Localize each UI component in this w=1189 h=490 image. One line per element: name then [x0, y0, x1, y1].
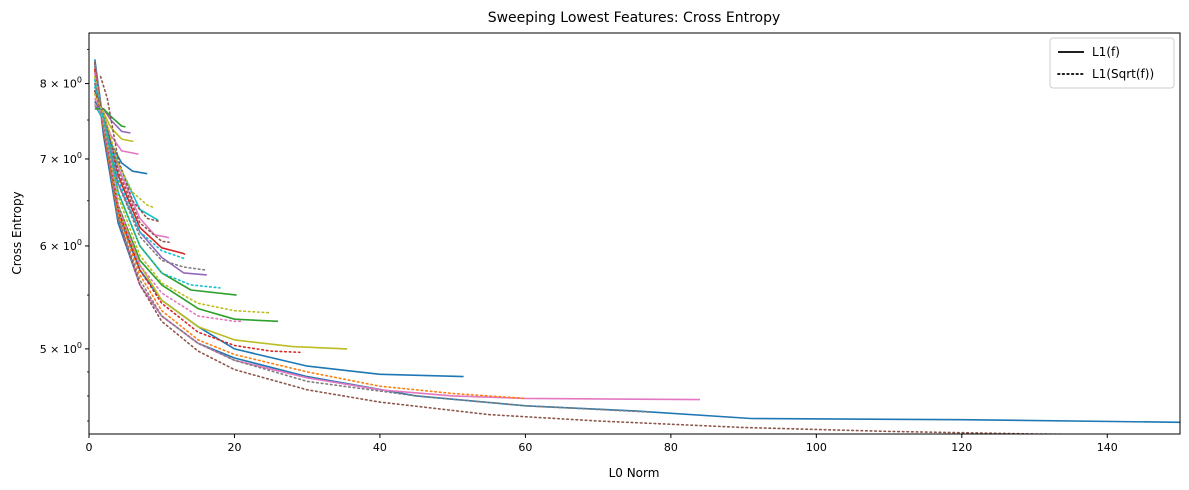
- legend-label: L1(Sqrt(f)): [1092, 67, 1154, 81]
- x-tick-label: 60: [518, 441, 532, 454]
- x-tick-label: 100: [806, 441, 827, 454]
- x-tick-label: 80: [664, 441, 678, 454]
- x-tick-label: 0: [86, 441, 93, 454]
- legend-box: [1049, 37, 1175, 89]
- series-line-23: [94, 82, 207, 271]
- series-layer: [94, 59, 1180, 434]
- y-tick-label: 5 × 100: [40, 341, 82, 356]
- series-line-21: [94, 75, 272, 314]
- series-line-20: [94, 72, 243, 323]
- x-tick-label: 140: [1097, 441, 1118, 454]
- series-line-25: [94, 89, 170, 243]
- series-line-27: [94, 93, 156, 209]
- plot-frame: [88, 32, 1181, 435]
- series-line-16: [94, 62, 1125, 434]
- series-line-2: [94, 62, 1180, 424]
- x-tick-label: 40: [373, 441, 387, 454]
- y-tick-label: 6 × 100: [40, 238, 82, 253]
- chart-title: Sweeping Lowest Features: Cross Entropy: [488, 10, 781, 26]
- series-line-18: [94, 68, 527, 400]
- y-axis: 5 × 100 6 × 100 7 × 100 8 × 100: [40, 48, 89, 422]
- series-line-26: [99, 75, 159, 222]
- series-line-3: [94, 62, 701, 401]
- x-tick-label: 120: [951, 441, 972, 454]
- series-line-10: [94, 104, 159, 221]
- x-axis-label: L0 Norm: [609, 466, 660, 480]
- legend: L1(f) L1(Sqrt(f)): [1049, 37, 1175, 89]
- x-axis: 0 20 40 60 80 100 120 140: [86, 434, 1118, 454]
- y-tick-label: 8 × 100: [40, 76, 82, 91]
- series-line-1: [94, 59, 464, 378]
- legend-label: L1(f): [1092, 45, 1120, 59]
- x-tick-label: 20: [227, 441, 241, 454]
- series-line-24: [94, 86, 185, 260]
- y-tick-label: 7 × 100: [40, 151, 82, 166]
- y-axis-label: Cross Entropy: [10, 191, 24, 274]
- series-line-17: [94, 65, 650, 413]
